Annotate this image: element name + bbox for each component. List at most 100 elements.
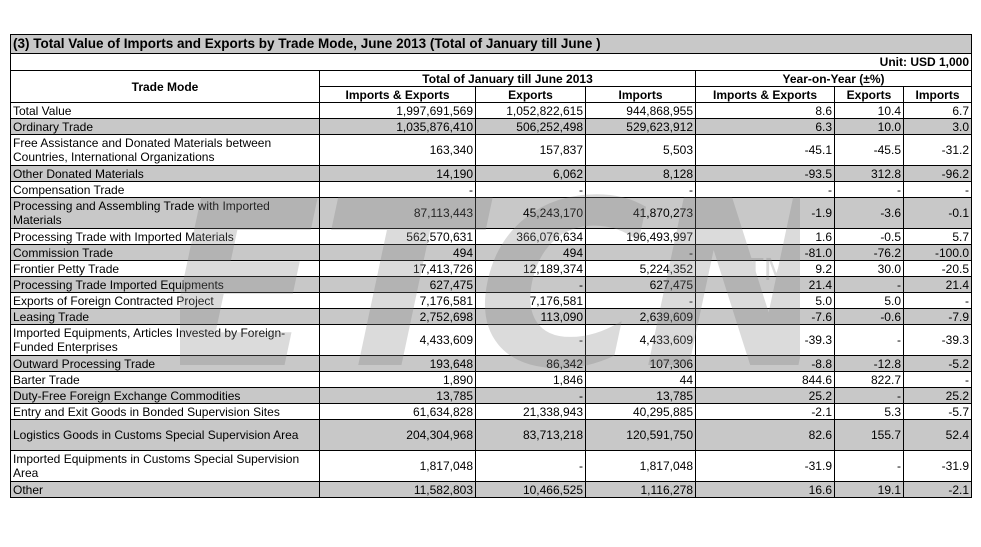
cell-trade-mode: Barter Trade: [10, 371, 320, 388]
cell-total-exports: -: [475, 387, 586, 404]
table-row: Outward Processing Trade 193,648 86,342 107…: [10, 355, 973, 372]
cell-total-imports-exports: 87,113,443: [319, 197, 476, 229]
cell-total-imports: 1,116,278: [585, 481, 696, 498]
cell-yoy-imports: 25.2: [902, 387, 973, 404]
cell-total-exports: 157,837: [475, 134, 586, 166]
cell-total-imports-exports: 562,570,631: [319, 228, 476, 245]
cell-yoy-imports: 21.4: [902, 276, 973, 293]
cell-yoy-exports: -0.5: [834, 228, 904, 245]
cell-yoy-imports-exports: -45.1: [695, 134, 835, 166]
cell-yoy-imports-exports: 8.6: [695, 102, 835, 119]
cell-total-imports: 13,785: [585, 387, 696, 404]
cell-total-imports-exports: 14,190: [319, 165, 476, 182]
cell-yoy-exports: 10.4: [834, 102, 904, 119]
cell-yoy-imports: -0.1: [902, 197, 973, 229]
cell-total-imports: 4,433,609: [585, 324, 696, 356]
cell-trade-mode: Entry and Exit Goods in Bonded Supervisi…: [10, 403, 320, 420]
table-row: Exports of Foreign Contracted Project 7,1…: [10, 292, 973, 309]
header-total-imports: Imports: [585, 86, 696, 103]
table-row: Free Assistance and Donated Materials be…: [10, 134, 973, 166]
cell-yoy-imports-exports: -39.3: [695, 324, 835, 356]
cell-yoy-exports: -45.5: [834, 134, 904, 166]
table-row: Frontier Petty Trade 17,413,726 12,189,374…: [10, 260, 973, 277]
cell-yoy-imports: -: [902, 292, 973, 309]
cell-yoy-imports-exports: -93.5: [695, 165, 835, 182]
header-yoy-imports: Imports: [902, 86, 973, 103]
cell-yoy-exports: 5.3: [834, 403, 904, 420]
cell-yoy-exports: -76.2: [834, 244, 904, 261]
cell-yoy-exports: -: [834, 387, 904, 404]
cell-yoy-exports: 10.0: [834, 118, 904, 135]
cell-yoy-imports-exports: -2.1: [695, 403, 835, 420]
cell-yoy-imports: -: [902, 371, 973, 388]
header-total-group: Total of January till June 2013: [319, 70, 696, 87]
cell-total-imports-exports: 193,648: [319, 355, 476, 372]
cell-yoy-imports-exports: 6.3: [695, 118, 835, 135]
cell-total-exports: 12,189,374: [475, 260, 586, 277]
cell-yoy-imports: -: [902, 181, 973, 198]
cell-yoy-exports: -3.6: [834, 197, 904, 229]
cell-total-imports-exports: 1,817,048: [319, 450, 476, 482]
cell-yoy-imports: 3.0: [902, 118, 973, 135]
cell-yoy-exports: 822.7: [834, 371, 904, 388]
cell-total-imports: 40,295,885: [585, 403, 696, 420]
cell-total-imports: -: [585, 244, 696, 261]
header-yoy-imports-exports: Imports & Exports: [695, 86, 835, 103]
cell-yoy-imports-exports: 9.2: [695, 260, 835, 277]
header-yoy-exports: Exports: [834, 86, 904, 103]
cell-total-imports: 41,870,273: [585, 197, 696, 229]
cell-total-imports-exports: 204,304,968: [319, 419, 476, 451]
cell-total-imports-exports: 11,582,803: [319, 481, 476, 498]
table-row: Imported Equipments in Customs Special S…: [10, 450, 973, 482]
cell-total-imports: -: [585, 181, 696, 198]
cell-yoy-exports: -: [834, 324, 904, 356]
cell-trade-mode: Outward Processing Trade: [10, 355, 320, 372]
cell-yoy-imports-exports: -81.0: [695, 244, 835, 261]
cell-total-exports: 494: [475, 244, 586, 261]
cell-yoy-imports-exports: -8.8: [695, 355, 835, 372]
cell-yoy-exports: -12.8: [834, 355, 904, 372]
cell-yoy-imports-exports: 1.6: [695, 228, 835, 245]
trade-table-container: (3) Total Value of Imports and Exports b…: [9, 34, 973, 498]
cell-trade-mode: Total Value: [10, 102, 320, 119]
cell-yoy-imports-exports: 844.6: [695, 371, 835, 388]
cell-trade-mode: Commission Trade: [10, 244, 320, 261]
cell-total-imports-exports: 163,340: [319, 134, 476, 166]
cell-yoy-exports: 30.0: [834, 260, 904, 277]
header-trade-mode: Trade Mode: [10, 70, 320, 103]
cell-yoy-imports-exports: 5.0: [695, 292, 835, 309]
cell-yoy-imports-exports: -7.6: [695, 308, 835, 325]
cell-total-imports: 944,868,955: [585, 102, 696, 119]
cell-yoy-exports: 312.8: [834, 165, 904, 182]
cell-yoy-imports: -31.9: [902, 450, 973, 482]
table-row: Processing and Assembling Trade with Imp…: [10, 197, 973, 229]
cell-trade-mode: Free Assistance and Donated Materials be…: [10, 134, 320, 166]
cell-total-exports: 45,243,170: [475, 197, 586, 229]
cell-total-imports-exports: 4,433,609: [319, 324, 476, 356]
cell-total-imports: 2,639,609: [585, 308, 696, 325]
trade-mode-table: (3) Total Value of Imports and Exports b…: [9, 34, 973, 498]
table-row: Commission Trade 494 494- -81.0 -76.2 -100.0: [10, 244, 973, 261]
cell-total-exports: 113,090: [475, 308, 586, 325]
cell-total-exports: 6,062: [475, 165, 586, 182]
table-row: Duty-Free Foreign Exchange Commodities 13…: [10, 387, 973, 404]
cell-total-exports: 366,076,634: [475, 228, 586, 245]
table-row: Ordinary Trade 1,035,876,410 506,252,498 52…: [10, 118, 973, 135]
cell-yoy-exports: -: [834, 276, 904, 293]
table-row: Entry and Exit Goods in Bonded Supervisi…: [10, 403, 973, 420]
cell-total-imports: 529,623,912: [585, 118, 696, 135]
cell-yoy-imports: -31.2: [902, 134, 973, 166]
header-total-imports-exports: Imports & Exports: [319, 86, 476, 103]
cell-total-imports-exports: 1,890: [319, 371, 476, 388]
cell-yoy-imports: -5.7: [902, 403, 973, 420]
cell-yoy-imports: -96.2: [902, 165, 973, 182]
cell-total-imports-exports: 61,634,828: [319, 403, 476, 420]
table-row: Processing Trade Imported Equipments 627,…: [10, 276, 973, 293]
cell-total-imports: 5,503: [585, 134, 696, 166]
cell-trade-mode: Imported Equipments, Articles Invested b…: [10, 324, 320, 356]
cell-total-imports-exports: 17,413,726: [319, 260, 476, 277]
cell-total-imports: 8,128: [585, 165, 696, 182]
cell-yoy-exports: -: [834, 450, 904, 482]
cell-yoy-exports: -: [834, 181, 904, 198]
cell-total-exports: -: [475, 181, 586, 198]
